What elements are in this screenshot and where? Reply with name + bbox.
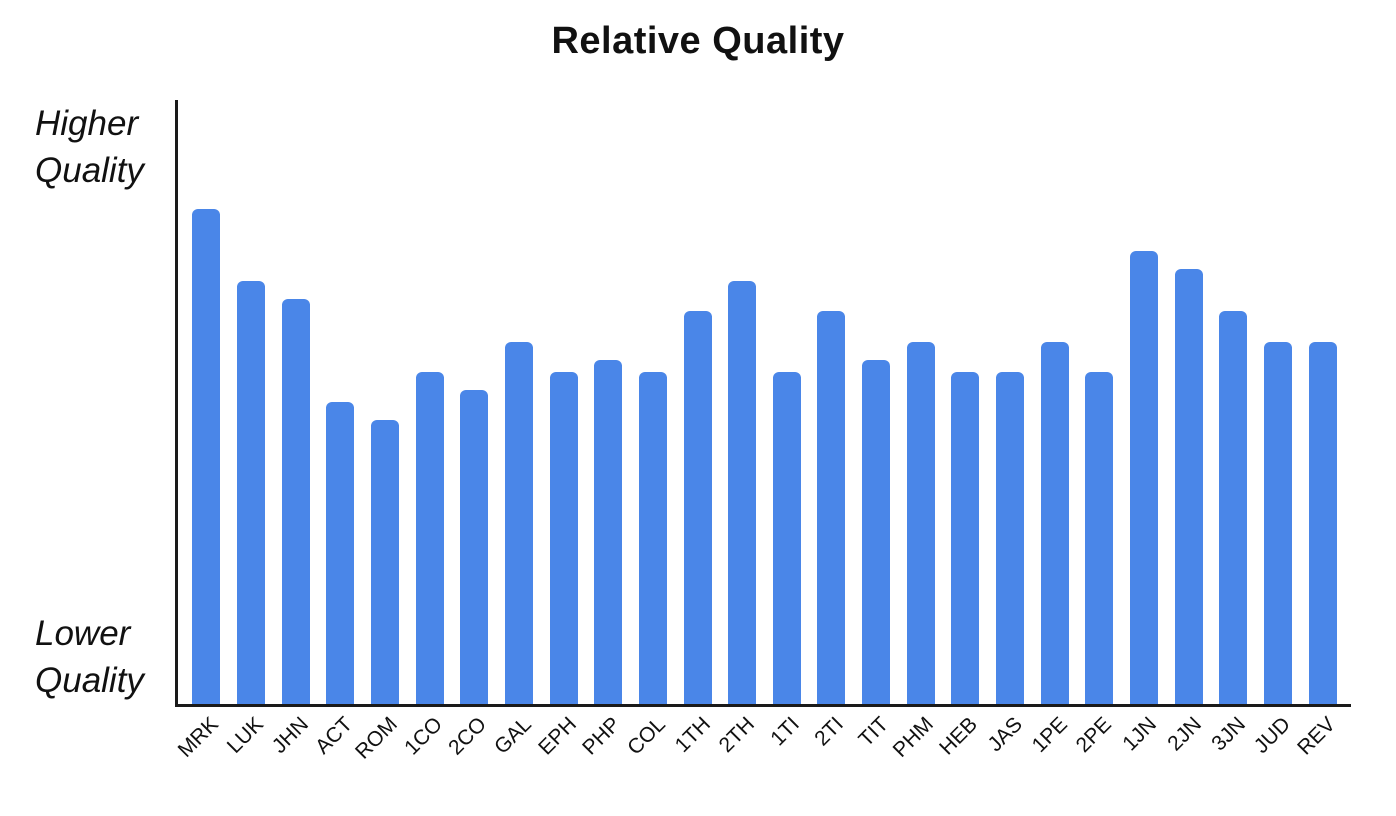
y-axis-label-lower-line2: Quality — [35, 661, 144, 700]
bar-HEB — [951, 371, 980, 704]
bar-REV — [1308, 341, 1337, 704]
bar-EPH — [549, 371, 578, 704]
bar-3JN — [1219, 311, 1248, 704]
bar-PHP — [594, 359, 623, 704]
bar-MRK — [192, 208, 221, 704]
bar-1JN — [1130, 251, 1159, 704]
bar-2JN — [1174, 269, 1203, 704]
bar-LUK — [236, 281, 265, 704]
bars-layer — [178, 100, 1351, 704]
y-axis-label-higher-line2: Quality — [35, 151, 144, 190]
bar-JHN — [281, 299, 310, 704]
bar-2PE — [1085, 371, 1114, 704]
bar-1TH — [683, 311, 712, 704]
plot-area — [175, 100, 1351, 707]
bar-COL — [638, 371, 667, 704]
bar-ACT — [326, 402, 355, 704]
bar-1PE — [1040, 341, 1069, 704]
bar-2TH — [728, 281, 757, 704]
bar-GAL — [504, 341, 533, 704]
bar-JUD — [1264, 341, 1293, 704]
bar-PHM — [906, 341, 935, 704]
y-axis-label-lower-line1: Lower — [35, 614, 131, 653]
bar-1CO — [415, 371, 444, 704]
y-axis-label-higher-line1: Higher — [35, 104, 139, 143]
bar-TIT — [862, 359, 891, 704]
bar-ROM — [370, 420, 399, 704]
bar-2TI — [817, 311, 846, 704]
bar-JAS — [996, 371, 1025, 704]
x-axis-tick-layer: MRK LUK JHN ACT ROM 1CO 2CO GAL EPH PHP COL 1TH 2TH 1… — [174, 712, 1351, 816]
y-axis-label-higher: Higher Quality — [35, 100, 144, 194]
bar-2CO — [460, 389, 489, 704]
chart-title: Relative Quality — [551, 20, 845, 62]
y-axis-label-lower: Lower Quality — [35, 610, 144, 704]
bar-1TI — [772, 371, 801, 704]
